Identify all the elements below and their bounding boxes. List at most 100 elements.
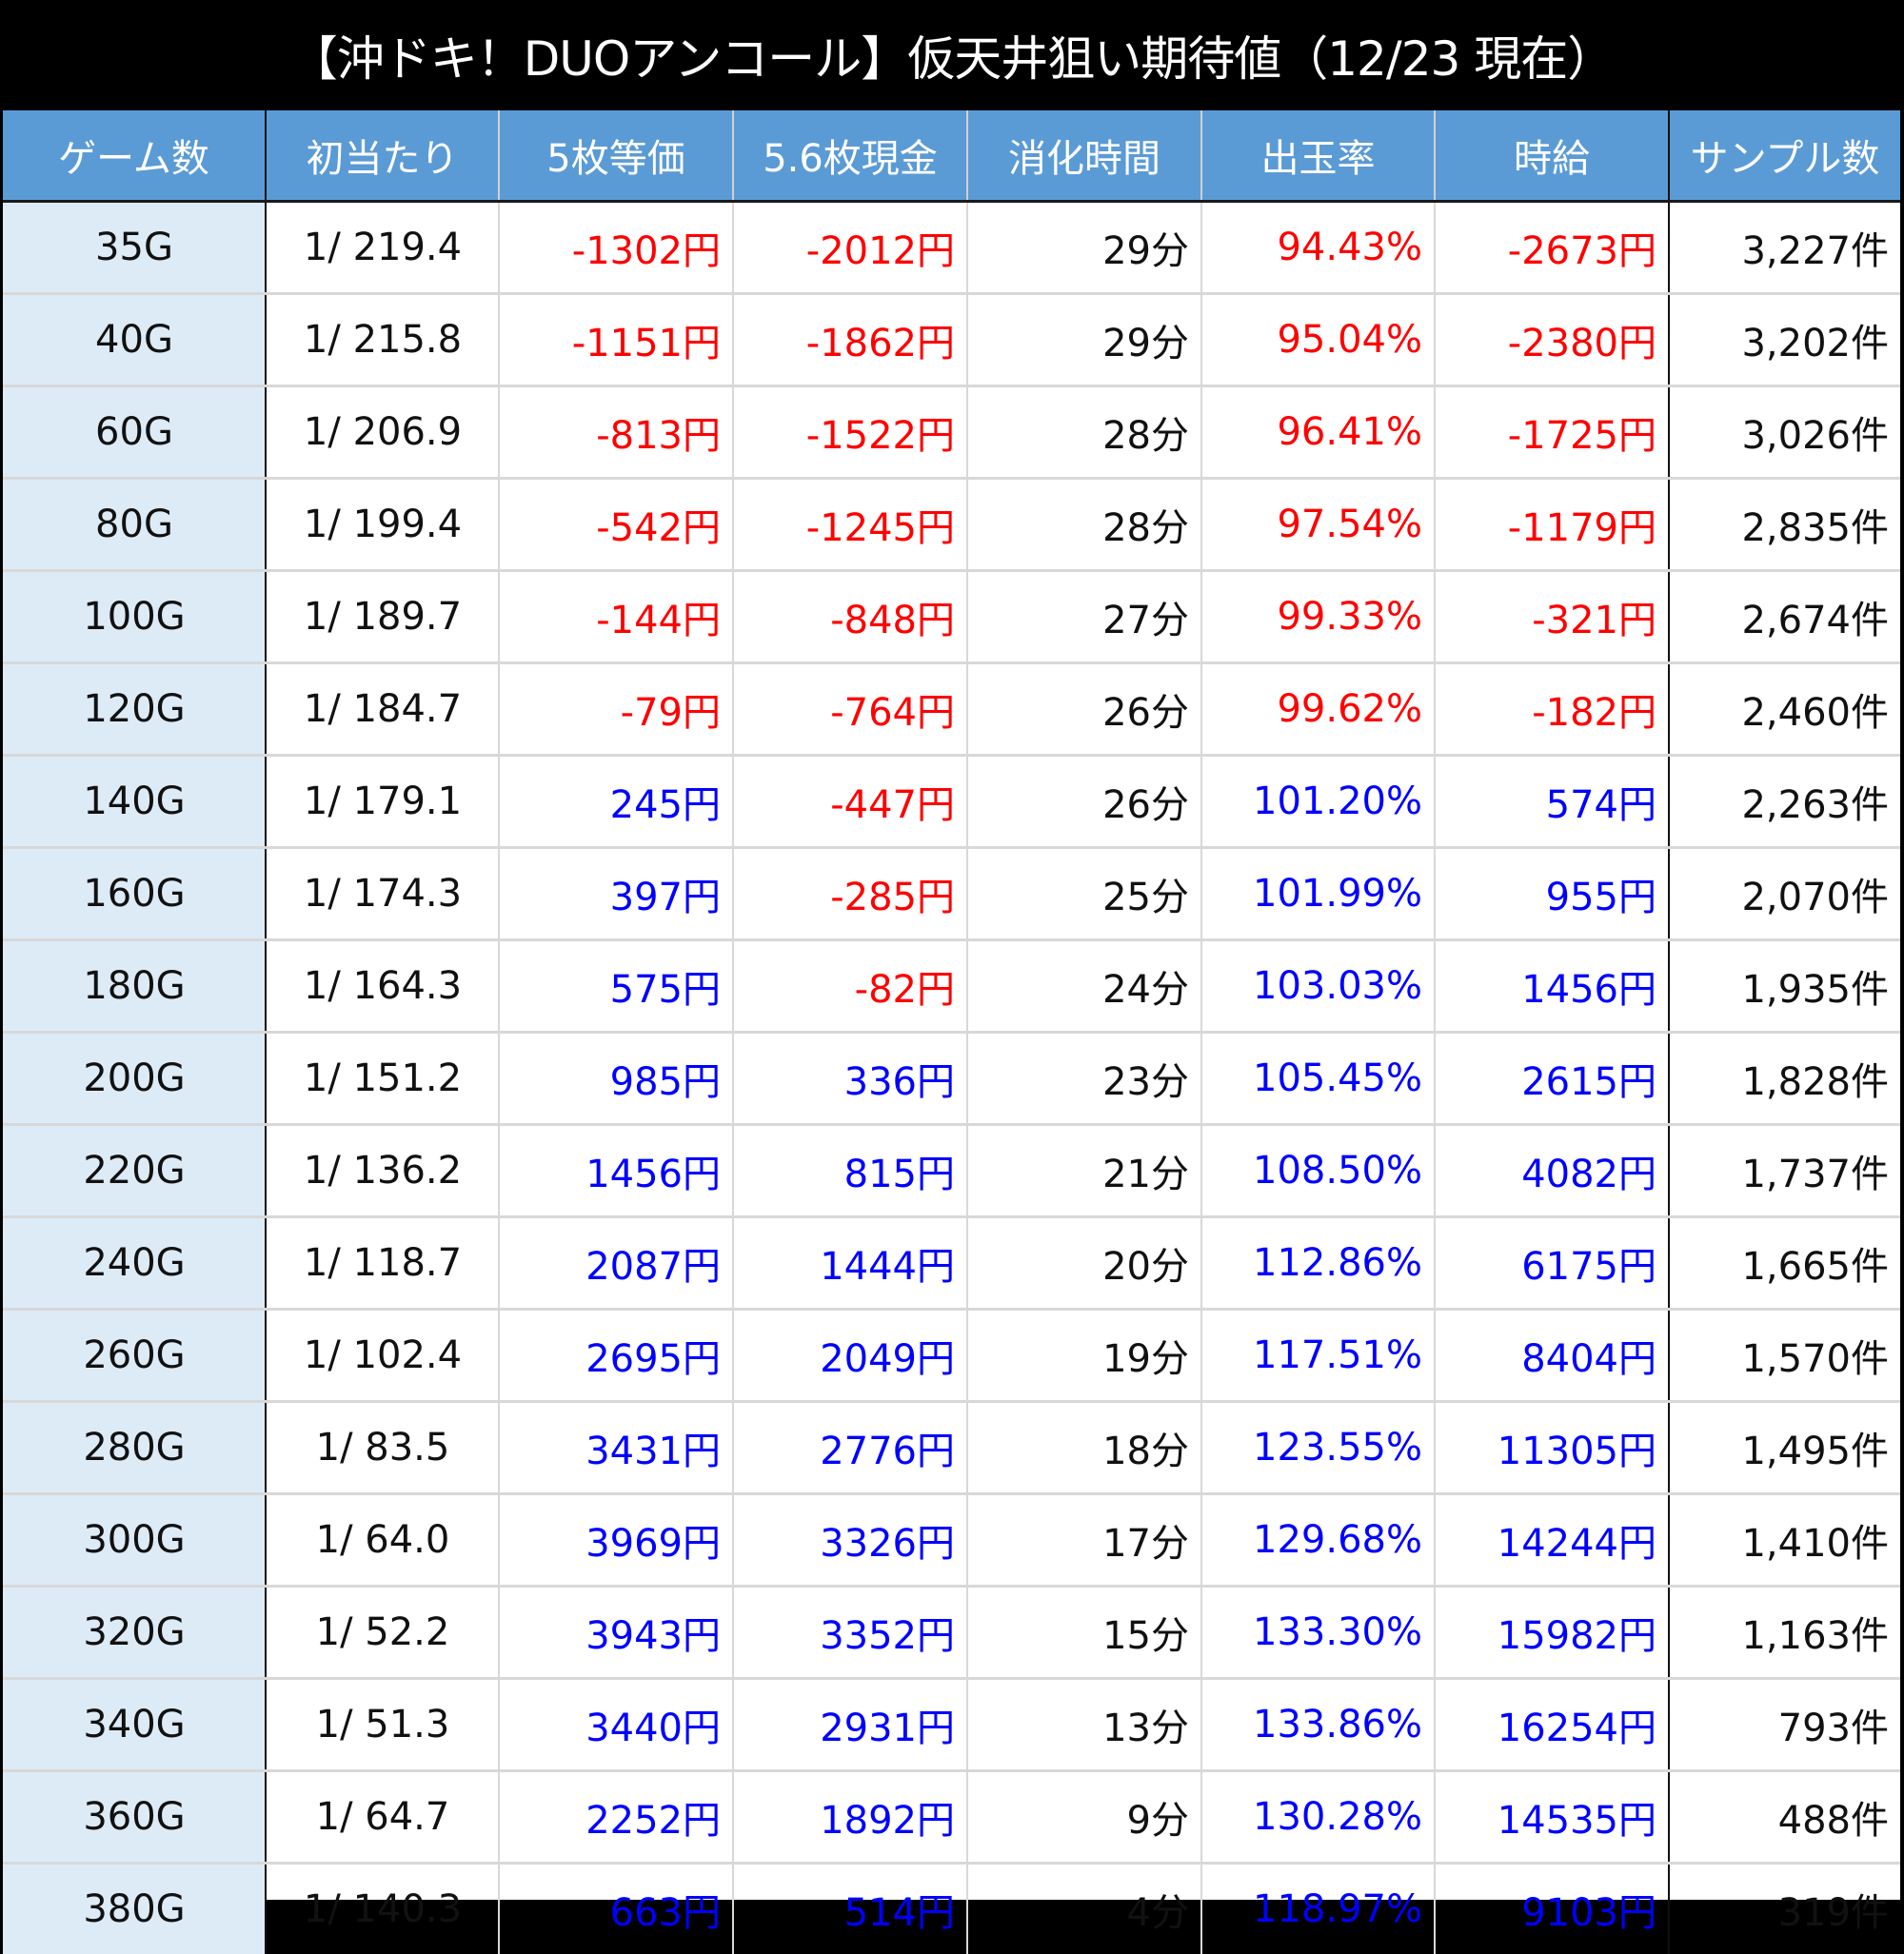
cell-col-5-equiv: -1302円 — [499, 202, 733, 294]
cell-col-game-count: 260G — [3, 1310, 266, 1402]
cell-col-game-count: 160G — [3, 848, 266, 940]
cell-col-play-time: 26分 — [967, 756, 1201, 848]
cell-col-5-6-cash: -447円 — [733, 756, 967, 848]
header-col-play-time: 消化時間 — [967, 110, 1201, 202]
cell-col-5-6-cash: 2776円 — [733, 1402, 967, 1494]
cell-col-payout-rate: 94.43% — [1201, 202, 1435, 294]
header-col-game-count: ゲーム数 — [3, 110, 266, 202]
cell-col-game-count: 240G — [3, 1217, 266, 1310]
cell-col-5-equiv: 575円 — [499, 940, 733, 1033]
cell-col-game-count: 360G — [3, 1771, 266, 1864]
cell-col-sample-count: 319件 — [1669, 1864, 1900, 1954]
header-col-5-equiv: 5枚等価 — [499, 110, 733, 202]
cell-col-first-hit: 1/ 64.0 — [266, 1494, 499, 1587]
cell-col-5-equiv: 2252円 — [499, 1771, 733, 1864]
cell-col-sample-count: 3,202件 — [1669, 294, 1900, 386]
cell-col-game-count: 320G — [3, 1587, 266, 1679]
cell-col-play-time: 18分 — [967, 1402, 1201, 1494]
header-col-5-6-cash: 5.6枚現金 — [733, 110, 967, 202]
cell-col-payout-rate: 96.41% — [1201, 386, 1435, 479]
cell-col-game-count: 140G — [3, 756, 266, 848]
cell-col-hourly: -1179円 — [1435, 479, 1669, 571]
cell-col-first-hit: 1/ 206.9 — [266, 386, 499, 479]
cell-col-5-6-cash: 2931円 — [733, 1679, 967, 1771]
cell-col-5-equiv: -813円 — [499, 386, 733, 479]
page-title: 【沖ドキ！DUOアンコール】仮天井狙い期待値（12/23 現在） — [0, 0, 1904, 110]
cell-col-payout-rate: 101.20% — [1201, 756, 1435, 848]
cell-col-hourly: 14535円 — [1435, 1771, 1669, 1864]
cell-col-sample-count: 2,460件 — [1669, 663, 1900, 756]
cell-col-play-time: 4分 — [967, 1864, 1201, 1954]
cell-col-sample-count: 3,227件 — [1669, 202, 1900, 294]
cell-col-play-time: 24分 — [967, 940, 1201, 1033]
cell-col-5-6-cash: 336円 — [733, 1033, 967, 1125]
cell-col-first-hit: 1/ 51.3 — [266, 1679, 499, 1771]
cell-col-5-equiv: 2695円 — [499, 1310, 733, 1402]
cell-col-5-6-cash: -1245円 — [733, 479, 967, 571]
cell-col-first-hit: 1/ 136.2 — [266, 1125, 499, 1217]
cell-col-play-time: 15分 — [967, 1587, 1201, 1679]
cell-col-5-equiv: -144円 — [499, 571, 733, 663]
cell-col-sample-count: 1,828件 — [1669, 1033, 1900, 1125]
cell-col-payout-rate: 108.50% — [1201, 1125, 1435, 1217]
cell-col-game-count: 220G — [3, 1125, 266, 1217]
cell-col-sample-count: 3,026件 — [1669, 386, 1900, 479]
cell-col-5-equiv: 663円 — [499, 1864, 733, 1954]
cell-col-sample-count: 1,737件 — [1669, 1125, 1900, 1217]
cell-col-payout-rate: 103.03% — [1201, 940, 1435, 1033]
cell-col-first-hit: 1/ 179.1 — [266, 756, 499, 848]
cell-col-5-equiv: 3440円 — [499, 1679, 733, 1771]
cell-col-play-time: 26分 — [967, 663, 1201, 756]
cell-col-first-hit: 1/ 174.3 — [266, 848, 499, 940]
cell-col-hourly: 9103円 — [1435, 1864, 1669, 1954]
cell-col-play-time: 29分 — [967, 202, 1201, 294]
cell-col-payout-rate: 95.04% — [1201, 294, 1435, 386]
cell-col-hourly: 16254円 — [1435, 1679, 1669, 1771]
cell-col-game-count: 380G — [3, 1864, 266, 1954]
cell-col-first-hit: 1/ 184.7 — [266, 663, 499, 756]
cell-col-5-equiv: 3943円 — [499, 1587, 733, 1679]
cell-col-5-equiv: 245円 — [499, 756, 733, 848]
cell-col-payout-rate: 97.54% — [1201, 479, 1435, 571]
cell-col-payout-rate: 129.68% — [1201, 1494, 1435, 1587]
cell-col-game-count: 280G — [3, 1402, 266, 1494]
cell-col-play-time: 13分 — [967, 1679, 1201, 1771]
cell-col-hourly: 11305円 — [1435, 1402, 1669, 1494]
cell-col-5-6-cash: 1892円 — [733, 1771, 967, 1864]
header-col-sample-count: サンプル数 — [1669, 110, 1900, 202]
cell-col-play-time: 23分 — [967, 1033, 1201, 1125]
cell-col-5-equiv: 3969円 — [499, 1494, 733, 1587]
cell-col-game-count: 35G — [3, 202, 266, 294]
cell-col-game-count: 40G — [3, 294, 266, 386]
cell-col-first-hit: 1/ 140.3 — [266, 1864, 499, 1954]
cell-col-hourly: 2615円 — [1435, 1033, 1669, 1125]
header-col-hourly: 時給 — [1435, 110, 1669, 202]
cell-col-sample-count: 1,495件 — [1669, 1402, 1900, 1494]
cell-col-game-count: 200G — [3, 1033, 266, 1125]
cell-col-payout-rate: 130.28% — [1201, 1771, 1435, 1864]
cell-col-sample-count: 2,070件 — [1669, 848, 1900, 940]
cell-col-sample-count: 1,410件 — [1669, 1494, 1900, 1587]
cell-col-play-time: 29分 — [967, 294, 1201, 386]
cell-col-5-6-cash: -764円 — [733, 663, 967, 756]
cell-col-payout-rate: 123.55% — [1201, 1402, 1435, 1494]
cell-col-sample-count: 1,665件 — [1669, 1217, 1900, 1310]
cell-col-payout-rate: 105.45% — [1201, 1033, 1435, 1125]
cell-col-first-hit: 1/ 118.7 — [266, 1217, 499, 1310]
cell-col-hourly: 14244円 — [1435, 1494, 1669, 1587]
cell-col-hourly: 4082円 — [1435, 1125, 1669, 1217]
cell-col-play-time: 21分 — [967, 1125, 1201, 1217]
cell-col-payout-rate: 112.86% — [1201, 1217, 1435, 1310]
